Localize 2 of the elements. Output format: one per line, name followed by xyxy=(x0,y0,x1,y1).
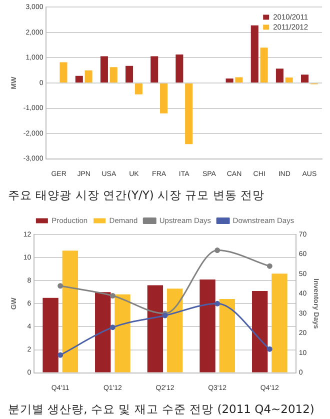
text: 분기별 생산량, 수요 및 재고 수준 전망 (2011 Q4~2012) xyxy=(8,402,314,416)
text: 주요 태양광 시장 연간(Y/Y) 시장 규모 변동 전망 xyxy=(8,188,264,202)
